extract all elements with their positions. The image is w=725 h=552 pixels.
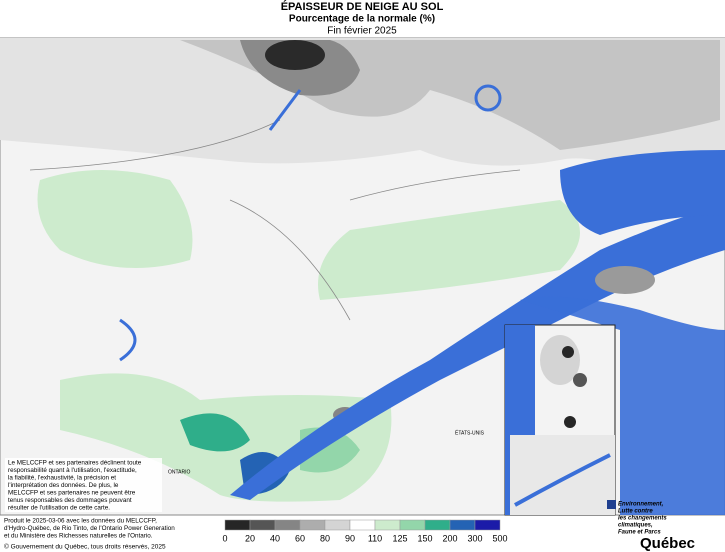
credit-line: d'Hydro-Québec, de Rio Tinto, de l'Ontar… xyxy=(4,525,175,532)
gulf xyxy=(560,150,725,235)
legend-swatch xyxy=(349,519,376,531)
inset xyxy=(504,324,616,516)
inset-zone xyxy=(564,416,576,428)
legend: 0 20 40 60 80 90 110 125 150 200 300 500 xyxy=(222,519,508,543)
inset-zone xyxy=(510,435,615,515)
copyright: © Gouvernement du Québec, tous droits ré… xyxy=(4,543,166,551)
disclaimer-line: responsabilité quant à l'utilisation, l'… xyxy=(8,467,137,474)
disclaimer-line: résulter de l'utilisation de cette carte… xyxy=(8,505,110,512)
disclaimer-line: tenus responsables des dommages pouvant xyxy=(8,497,132,504)
map: ONTARIO ÉTATS-UNIS Le MELCCFP et ses par… xyxy=(0,37,725,516)
legend-label: 500 xyxy=(492,533,507,543)
credit-line: et du Ministère des Richesses naturelles… xyxy=(4,533,153,540)
legend-swatch xyxy=(449,519,476,531)
legend-label: 300 xyxy=(467,533,482,543)
disclaimer-bg xyxy=(5,458,162,512)
inset-zone xyxy=(562,346,574,358)
inset-zone xyxy=(573,373,587,387)
legend-swatch xyxy=(249,519,276,531)
legend-swatch xyxy=(474,519,501,531)
legend-swatch xyxy=(224,519,251,531)
legend-swatch xyxy=(324,519,351,531)
logo-line: Lutte contre xyxy=(618,509,653,515)
legend-swatch xyxy=(274,519,301,531)
disclaimer-box: Le MELCCFP et ses partenaires déclinent … xyxy=(5,458,162,512)
credit-line: Produit le 2025-03-06 avec les données d… xyxy=(4,518,157,525)
lake xyxy=(119,89,302,362)
legend-label: 150 xyxy=(417,533,432,543)
region-label: ÉTATS-UNIS xyxy=(455,429,485,436)
reservoir xyxy=(474,84,502,112)
title: ÉPAISSEUR DE NEIGE AU SOL xyxy=(281,0,444,13)
legend-label: 125 xyxy=(392,533,407,543)
disclaimer-line: Le MELCCFP et ses partenaires déclinent … xyxy=(8,460,142,467)
logo-line: climatiques, xyxy=(618,523,653,529)
disclaimer-line: MELCCFP et ses partenaires ne peuvent êt… xyxy=(8,490,136,497)
legend-label: 0 xyxy=(222,533,227,543)
legend-swatch xyxy=(374,519,401,531)
legend-label: 20 xyxy=(245,533,255,543)
legend-label: 110 xyxy=(368,533,382,543)
subtitle: Pourcentage de la normale (%) xyxy=(289,14,435,25)
legend-label: 80 xyxy=(320,533,330,543)
legend-swatch xyxy=(299,519,326,531)
logo-flag xyxy=(607,500,616,509)
disclaimer: Le MELCCFP et ses partenaires déclinent … xyxy=(8,460,142,512)
high-zone xyxy=(318,200,580,300)
high-zone xyxy=(37,170,193,268)
legend-label: 40 xyxy=(270,533,280,543)
date: Fin février 2025 xyxy=(327,26,397,37)
legend-swatch xyxy=(424,519,451,531)
legend-label: 200 xyxy=(442,533,457,543)
low-zone xyxy=(265,40,325,70)
legend-swatch xyxy=(399,519,426,531)
logo-line: Environnement, xyxy=(618,502,664,508)
boundary xyxy=(29,119,521,321)
inset-river xyxy=(514,453,611,507)
logo-name: Québec xyxy=(640,535,695,552)
disclaimer-line: la fiabilité, l'exhaustivité, la précisi… xyxy=(8,475,116,482)
credits: Produit le 2025-03-06 avec les données d… xyxy=(4,518,175,540)
legend-label: 60 xyxy=(295,533,305,543)
high-zone xyxy=(180,413,250,452)
low-zone xyxy=(595,266,655,294)
logo-line: Faune et Parcs xyxy=(618,530,661,536)
disclaimer-line: l'interprétation des données. De plus, l… xyxy=(8,482,119,489)
logo-line: les changements xyxy=(618,516,667,522)
legend-label: 90 xyxy=(345,533,355,543)
region-label: ONTARIO xyxy=(168,469,191,475)
sea xyxy=(520,296,725,515)
